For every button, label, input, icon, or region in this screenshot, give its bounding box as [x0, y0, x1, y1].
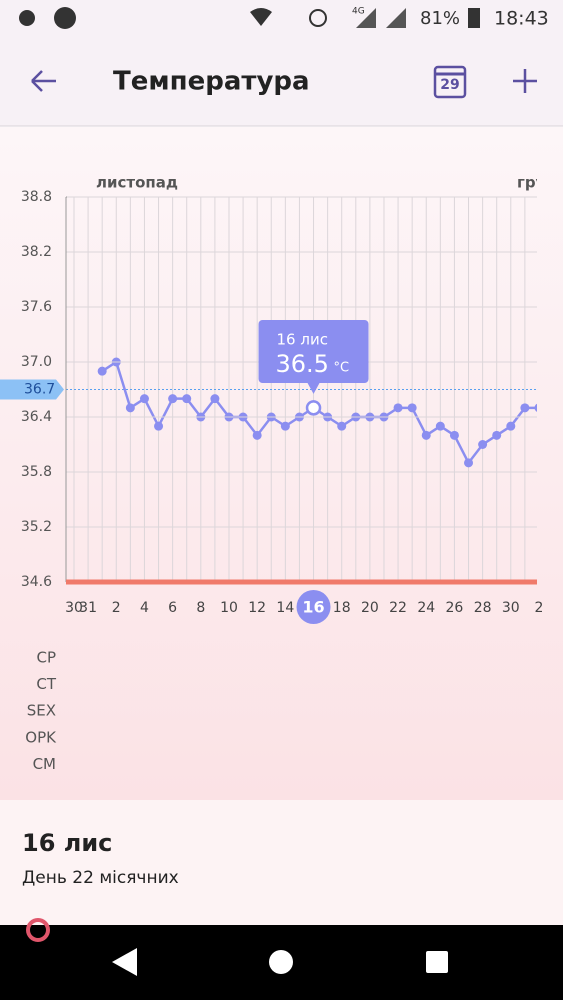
time: 18:43 — [494, 8, 549, 30]
signal-icon — [356, 8, 376, 28]
x-tick-label: 14 — [276, 600, 294, 616]
x-tick-label: 8 — [196, 600, 205, 616]
x-tick-label: 28 — [474, 600, 492, 616]
x-tick-label: 30 — [502, 600, 520, 616]
x-tick-label: 20 — [361, 600, 379, 616]
tooltip-value: 36.5 — [276, 350, 329, 378]
row-label: CP — [36, 649, 56, 667]
x-tick-label: 22 — [389, 600, 407, 616]
y-tick-label: 34.6 — [21, 574, 52, 590]
point — [125, 403, 135, 413]
row-labels: CP CT SEX OPK CM — [25, 649, 57, 773]
x-tick-label: 12 — [248, 600, 266, 616]
cover-line-tag — [0, 379, 64, 400]
nav-back[interactable] — [112, 948, 137, 976]
x-tick-label: 16 — [302, 598, 324, 617]
point — [280, 421, 290, 431]
back-button[interactable] — [31, 70, 56, 92]
status-icon — [19, 10, 35, 26]
details-bg — [0, 800, 563, 925]
x-tick-label: 18 — [333, 600, 351, 616]
point — [449, 430, 459, 440]
row-label: CT — [36, 675, 56, 693]
point — [154, 421, 164, 431]
y-tick-label: 35.8 — [21, 464, 52, 480]
nav-recent[interactable] — [426, 951, 448, 973]
tooltip-label: 16 лис — [277, 331, 328, 349]
y-tick-label: 38.2 — [21, 244, 52, 260]
chart-bg — [0, 127, 563, 800]
nav-home[interactable] — [269, 950, 293, 974]
network-type: 4G — [352, 7, 365, 17]
cover-line-label: 36.7 — [24, 382, 55, 398]
point — [337, 421, 347, 431]
x-tick-label: 10 — [220, 600, 238, 616]
add-button[interactable] — [513, 69, 537, 93]
point — [97, 366, 107, 376]
x-tick-label: 6 — [168, 600, 177, 616]
point — [534, 403, 537, 412]
details-subtitle: День 22 місячних — [22, 868, 179, 888]
selected-day — [296, 590, 331, 624]
row-label: OPK — [25, 728, 57, 746]
point — [168, 394, 178, 404]
battery-level: 81% — [420, 8, 460, 29]
row-label: SEX — [27, 702, 56, 720]
point — [492, 430, 502, 440]
x-tick-label: 31 — [79, 600, 97, 616]
calendar-button[interactable] — [433, 65, 467, 99]
point — [506, 421, 516, 431]
battery-icon — [468, 8, 480, 28]
point — [182, 394, 192, 404]
x-tick-label: 26 — [446, 600, 464, 616]
chart: 38.8 38.2 37.6 37.0 36.4 35.8 35.2 34.6 листопад… — [0, 174, 546, 624]
x-tick-label: 4 — [140, 600, 149, 616]
calendar-day: 29 — [440, 77, 459, 93]
point — [139, 394, 149, 404]
selected-point — [305, 400, 322, 416]
details-icon — [26, 918, 50, 942]
x-tick-label: 2 — [535, 600, 544, 616]
point — [520, 403, 530, 413]
x-tick-label: 24 — [417, 600, 435, 616]
point — [210, 394, 220, 404]
details-title: 16 лис — [22, 829, 112, 857]
point — [478, 440, 488, 449]
point — [252, 430, 262, 440]
point — [393, 403, 403, 413]
y-tick-label: 35.2 — [21, 519, 52, 535]
row-label: CM — [33, 755, 56, 773]
point — [407, 403, 417, 413]
y-tick-label: 36.4 — [21, 409, 52, 425]
status-icon — [54, 7, 76, 29]
tooltip-unit: °C — [334, 361, 350, 376]
alarm-icon — [309, 9, 327, 27]
y-tick-label: 38.8 — [21, 189, 52, 205]
tooltip-box — [258, 320, 369, 394]
point — [435, 421, 445, 431]
signal-icon — [386, 8, 406, 28]
plot-area — [66, 197, 537, 582]
screen-title: Температура — [113, 67, 310, 97]
point — [421, 430, 431, 440]
y-tick-label: 37.0 — [21, 354, 52, 370]
x-tick-label: 30 — [65, 600, 83, 616]
month-label: гру — [517, 174, 546, 192]
month-label: листопад — [96, 174, 178, 192]
x-tick-label: 2 — [112, 600, 121, 616]
y-tick-label: 37.6 — [21, 299, 52, 315]
point — [464, 458, 474, 468]
month-clip: гру — [517, 174, 546, 192]
wifi-icon — [250, 8, 272, 26]
